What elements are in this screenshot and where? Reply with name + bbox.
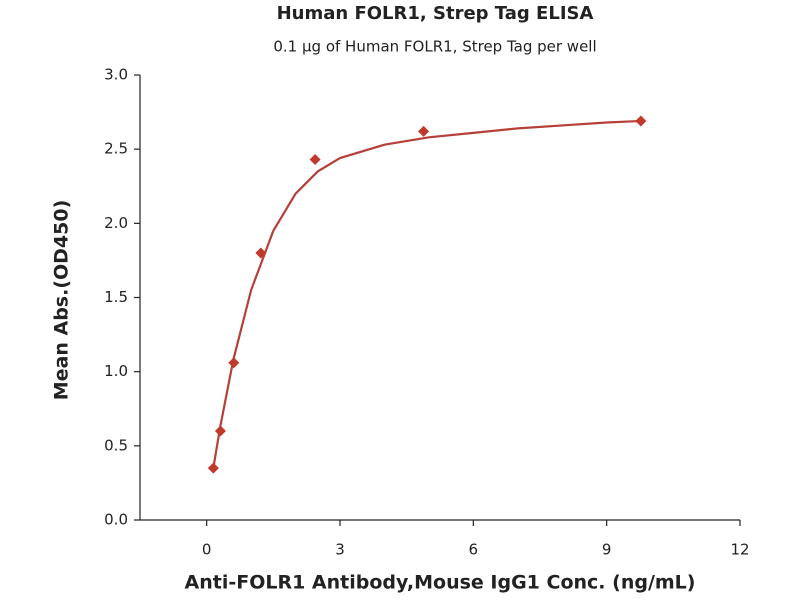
y-tick-label: 1.0 [104,362,128,380]
data-point [255,247,267,259]
data-point [418,125,430,137]
data-point [309,154,321,166]
y-tick-label: 0.5 [104,436,128,454]
fit-curve [212,119,641,469]
chart-subtitle: 0.1 μg of Human FOLR1, Strep Tag per wel… [273,38,596,56]
x-axis-label: Anti-FOLR1 Antibody,Mouse IgG1 Conc. (ng… [185,572,696,594]
x-tick-label: 9 [602,541,612,559]
y-tick-label: 2.0 [104,214,128,232]
data-point [214,425,226,437]
chart-title: Human FOLR1, Strep Tag ELISA [277,3,594,24]
y-tick-label: 2.5 [104,140,128,158]
x-tick-label: 6 [469,541,479,559]
data-point [228,357,240,369]
data-point [635,115,647,127]
y-axis-label: Mean Abs.(OD450) [51,200,73,401]
x-tick-label: 12 [730,541,749,559]
y-tick-label: 3.0 [104,66,128,84]
data-point [207,462,219,474]
x-tick-label: 3 [335,541,345,559]
y-tick-label: 1.5 [104,288,128,306]
x-tick-label: 0 [202,541,212,559]
y-tick-label: 0.0 [104,511,128,529]
